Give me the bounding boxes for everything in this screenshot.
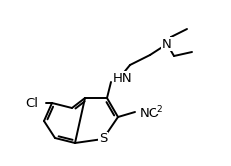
Text: NO: NO (140, 107, 160, 120)
Text: 2: 2 (156, 105, 162, 114)
Text: HN: HN (113, 72, 133, 84)
Text: N: N (162, 38, 172, 50)
Text: S: S (99, 132, 107, 146)
Text: Cl: Cl (25, 96, 38, 110)
